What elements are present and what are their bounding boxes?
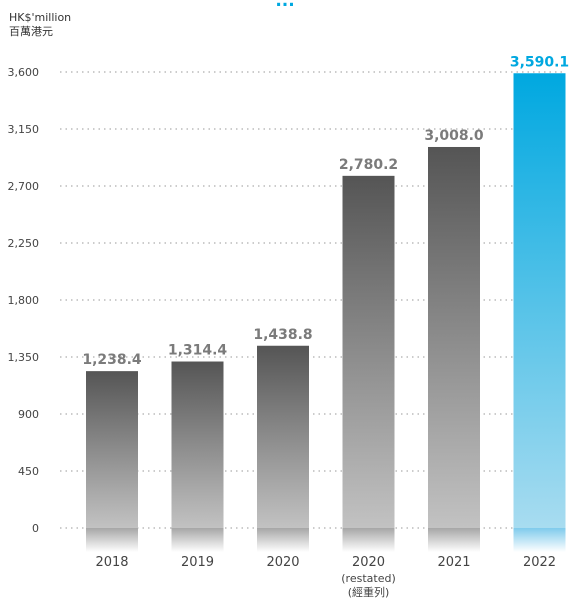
- bars: 1,238.4 1,314.4 1,438.8 2,780.2 3,008.0 3,590…: [82, 54, 569, 552]
- chart-title: ...: [275, 0, 295, 11]
- y-tick-label: 2,250: [8, 237, 40, 250]
- bar-reflection: [86, 528, 138, 552]
- y-tick-label: 450: [18, 465, 39, 478]
- x-tick-note: (經重列): [348, 585, 390, 599]
- y-axis-ticks: 0 450 900 1,350 1,800 2,250 2,700 3,150 3,600: [8, 66, 40, 535]
- data-label: 3,590.1: [510, 54, 569, 70]
- x-axis-labels: 2018 2019 2020 2020 (restated)(經重列) 2021 2022: [95, 555, 556, 599]
- bar-reflection: [342, 528, 395, 552]
- bar-reflection: [513, 528, 566, 552]
- bar-reflection: [428, 528, 480, 552]
- bar: [428, 146, 480, 528]
- bar: [342, 175, 395, 528]
- data-label: 1,438.8: [253, 327, 312, 343]
- y-tick-label: 1,350: [8, 351, 40, 364]
- x-tick-label: 2020: [352, 555, 385, 570]
- y-unit-label: HK$'million 百萬港元: [9, 11, 71, 39]
- data-label: 1,238.4: [82, 352, 142, 368]
- y-tick-label: 900: [18, 408, 39, 421]
- x-tick-note: (restated): [341, 572, 395, 585]
- bar: [171, 361, 224, 528]
- x-tick-label: 2018: [95, 555, 128, 570]
- y-unit-chinese: 百萬港元: [9, 25, 53, 38]
- bar-reflection: [257, 528, 309, 552]
- data-label: 2,780.2: [339, 157, 398, 173]
- bar: [257, 345, 309, 528]
- x-tick-label: 2022: [523, 555, 556, 570]
- y-tick-label: 3,150: [8, 123, 40, 136]
- y-tick-label: 1,800: [8, 294, 40, 307]
- y-tick-label: 2,700: [8, 180, 40, 193]
- bar: [513, 73, 566, 528]
- bar: [86, 371, 138, 528]
- x-tick-label: 2021: [437, 555, 470, 570]
- data-label: 3,008.0: [424, 128, 484, 144]
- bar-reflection: [171, 528, 224, 552]
- x-tick-label: 2020: [266, 555, 299, 570]
- y-tick-label: 3,600: [8, 66, 40, 79]
- data-label: 1,314.4: [168, 343, 228, 359]
- y-unit-english: HK$'million: [9, 11, 72, 24]
- y-tick-label: 0: [32, 522, 39, 535]
- x-tick-label: 2019: [181, 555, 214, 570]
